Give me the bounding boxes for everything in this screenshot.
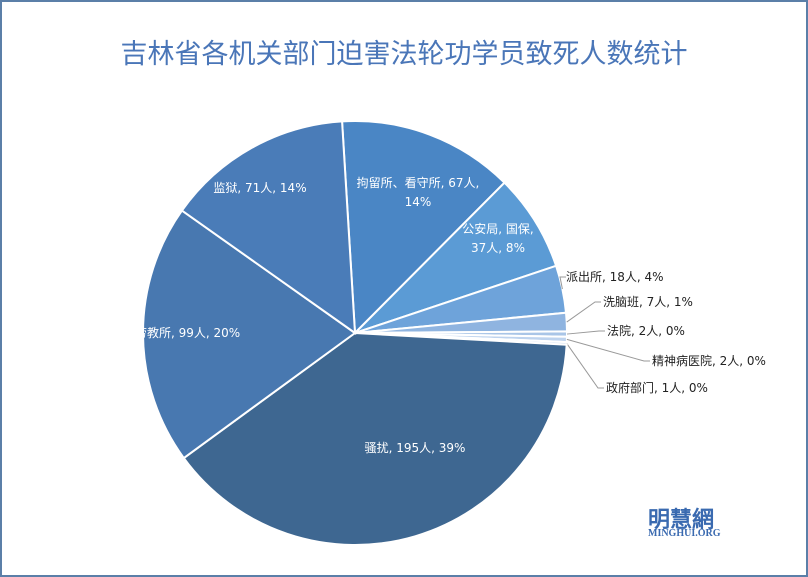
watermark-subtitle: MINGHUI.ORG — [648, 528, 721, 539]
pie-slice — [142, 209, 357, 460]
leader-line — [566, 343, 604, 389]
leader-line — [566, 330, 605, 335]
chart-title: 吉林省各机关部门迫害法轮功学员致死人数统计 — [120, 39, 688, 70]
data-label: 骚扰, 195人, 39% — [364, 441, 466, 455]
watermark-title: 明慧網 — [648, 507, 715, 533]
data-label: 法院, 2人, 0% — [607, 324, 685, 338]
data-label: 精神病医院, 2人, 0% — [652, 354, 766, 368]
data-label: 拘留所、看守所, 67人, 14% — [356, 176, 480, 209]
pie-slice — [180, 120, 357, 336]
data-label: 监狱, 71人, 14% — [213, 181, 307, 195]
pie-slice — [354, 181, 558, 334]
pie-slice — [340, 120, 506, 336]
data-label: 派出所, 18人, 4% — [566, 270, 664, 284]
pie-slice — [182, 331, 568, 546]
data-label: 劳教所, 99人, 20% — [135, 326, 241, 340]
data-label: 公安局, 国保, 37人, 8% — [462, 222, 534, 255]
leader-line — [566, 301, 601, 323]
leader-line — [559, 276, 566, 290]
data-label: 洗脑班, 7人, 1% — [603, 295, 693, 309]
data-label: 政府部门, 1人, 0% — [606, 381, 708, 395]
leader-line — [566, 338, 650, 362]
